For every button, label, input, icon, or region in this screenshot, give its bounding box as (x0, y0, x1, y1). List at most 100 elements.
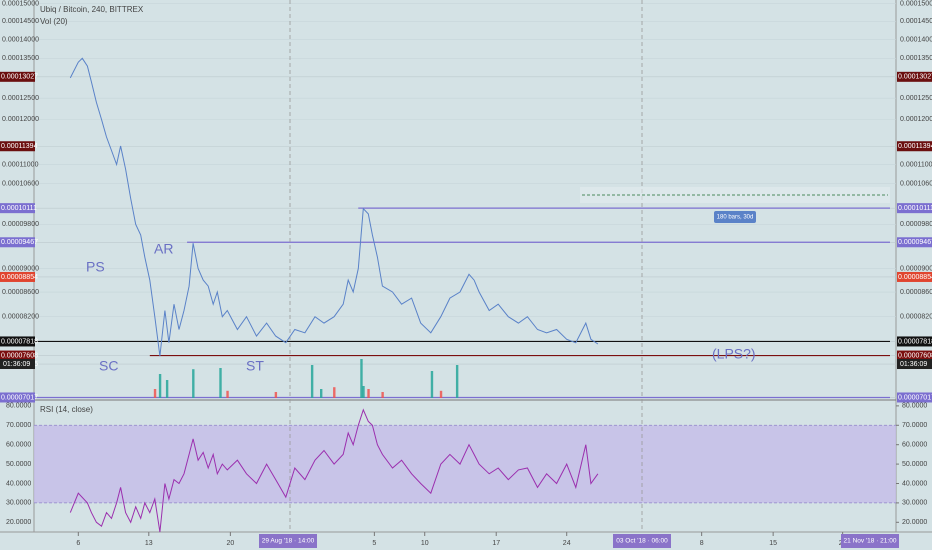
level-tag (897, 237, 932, 248)
rsi-tick-label: 50.0000 (6, 461, 31, 468)
level-label: 0.00011394 (898, 143, 932, 150)
level-label: 0.00010111 (1, 205, 37, 212)
volume-bar (362, 386, 365, 398)
level-tag (0, 392, 35, 403)
date-label: 03 Oct '18 · 06:00 (616, 538, 668, 545)
clock-tag (897, 359, 932, 369)
volume-bar (153, 389, 157, 398)
y-tick-label: 0.00009000 (900, 265, 932, 272)
level-label: 0.00010111 (898, 205, 932, 212)
level-label: 0.00007818 (898, 338, 932, 345)
level-tag (0, 141, 35, 152)
date-tag (259, 534, 317, 548)
measure-tag (714, 211, 756, 223)
level-label: 0.00009467 (898, 239, 932, 246)
level-tag (897, 350, 932, 361)
rsi-tick-label: 40.0000 (6, 480, 31, 487)
x-tick-label: 24 (563, 540, 571, 547)
rsi-tick-label: 20.0000 (902, 519, 927, 526)
y-tick-label: 0.00009800 (2, 221, 39, 228)
y-tick-label: 0.00009800 (900, 221, 932, 228)
annotation: ST (246, 358, 264, 374)
y-tick-label: 0.00013500 (2, 55, 39, 62)
volume-bar (274, 392, 278, 398)
y-tick-label: 0.00013500 (900, 55, 932, 62)
level-tag (0, 336, 35, 347)
y-tick-label: 0.00009000 (2, 265, 39, 272)
volume-bar (439, 390, 443, 398)
level-tag (897, 336, 932, 347)
volume-bar (219, 368, 222, 398)
y-tick-label: 0.00014500 (900, 18, 932, 25)
level-label: 0.00008854 (1, 274, 38, 281)
y-tick-label: 0.00008600 (900, 289, 932, 296)
volume-bar (226, 390, 229, 398)
y-tick-label: 0.00014000 (900, 36, 932, 43)
clock-tag (0, 359, 35, 369)
volume-bar (158, 374, 162, 398)
x-tick-label: 8 (700, 540, 704, 547)
level-tag (897, 392, 932, 403)
y-tick-label: 0.00011000 (2, 161, 39, 168)
chart-title: Ubiq / Bitcoin, 240, BITTREX (40, 5, 144, 14)
rsi-band (34, 425, 896, 503)
volume-bar (333, 387, 336, 398)
volume-bar (381, 392, 384, 398)
y-tick-label: 0.00014500 (2, 18, 39, 25)
level-label: 0.00007608 (898, 352, 932, 359)
level-tag (897, 271, 932, 282)
y-tick-label: 0.00011000 (900, 161, 932, 168)
volume-bar (192, 369, 195, 398)
y-tick-label: 0.00008600 (2, 289, 39, 296)
rsi-tick-label: 50.0000 (902, 461, 927, 468)
annotation: AR (154, 241, 173, 257)
y-tick-label: 0.00015000 (2, 1, 39, 8)
x-tick-label: 5 (372, 540, 376, 547)
x-tick-label: 10 (421, 540, 429, 547)
rsi-tick-label: 80.0000 (6, 403, 31, 410)
volume-bar (165, 380, 169, 398)
y-tick-label: 0.00012000 (900, 116, 932, 123)
clock-label: 01:36:09 (3, 361, 30, 368)
indicator-title: Vol (20) (40, 17, 68, 26)
x-tick-label: 6 (76, 540, 80, 547)
y-tick-label: 0.00015000 (900, 1, 932, 8)
level-label: 0.00011394 (1, 143, 38, 150)
level-label: 0.00013027 (898, 74, 932, 81)
level-tag (897, 71, 932, 82)
date-tag (613, 534, 671, 548)
y-tick-label: 0.00012500 (900, 95, 932, 102)
y-tick-label: 0.00014000 (2, 36, 39, 43)
x-tick-label: 17 (492, 540, 500, 547)
rsi-tick-label: 80.0000 (902, 403, 927, 410)
level-tag (897, 141, 932, 152)
level-label: 0.00013027 (1, 74, 38, 81)
date-tag (841, 534, 899, 548)
price-line (69, 57, 599, 357)
measure-label: 180 bars, 30d (717, 215, 754, 221)
y-tick-label: 0.00010600 (2, 181, 39, 188)
x-tick-label: 13 (145, 540, 153, 547)
volume-bar (367, 389, 370, 398)
volume-bar (455, 365, 459, 398)
rsi-tick-label: 40.0000 (902, 480, 927, 487)
rsi-tick-label: 60.0000 (902, 442, 927, 449)
level-tag (0, 71, 35, 82)
clock-label: 01:36:09 (900, 361, 927, 368)
level-label: 0.00007608 (1, 352, 38, 359)
rsi-tick-label: 30.0000 (6, 500, 31, 507)
volume-bar (310, 365, 314, 398)
volume-bar (319, 389, 323, 398)
rsi-tick-label: 70.0000 (6, 422, 31, 429)
level-tag (897, 203, 932, 214)
level-label: 0.00007017 (898, 394, 932, 401)
y-tick-label: 0.00010600 (900, 181, 932, 188)
rsi-tick-label: 20.0000 (6, 519, 31, 526)
y-tick-label: 0.00012500 (2, 95, 39, 102)
annotation: PS (86, 259, 105, 275)
rsi-tick-label: 30.0000 (902, 500, 927, 507)
y-tick-label: 0.00012000 (2, 116, 39, 123)
level-label: 0.00007818 (1, 338, 38, 345)
level-tag (0, 203, 35, 214)
